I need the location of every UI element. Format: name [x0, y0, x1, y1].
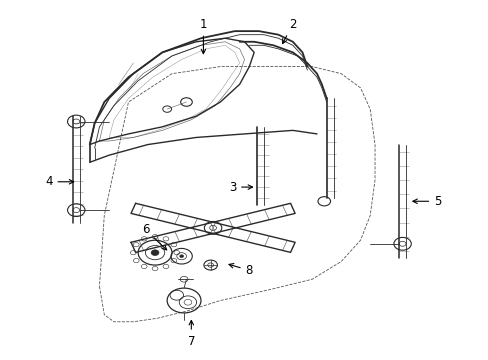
Text: 5: 5 [412, 195, 441, 208]
Text: 6: 6 [142, 223, 166, 250]
Circle shape [151, 250, 159, 256]
Text: 4: 4 [45, 175, 74, 188]
Text: 3: 3 [228, 181, 252, 194]
Text: 7: 7 [187, 320, 195, 348]
Text: 8: 8 [228, 264, 252, 277]
Circle shape [180, 255, 183, 258]
Text: 1: 1 [199, 18, 207, 54]
Text: 2: 2 [282, 18, 296, 44]
